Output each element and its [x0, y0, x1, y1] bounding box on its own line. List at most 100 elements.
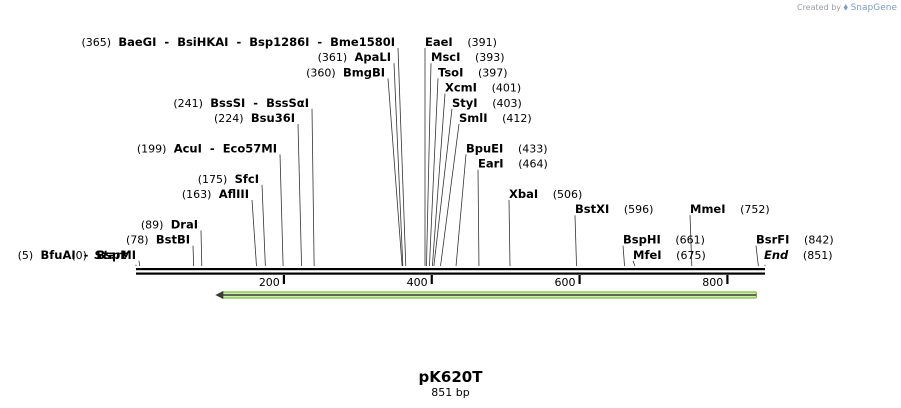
site-position: (175)	[198, 173, 228, 186]
site-position: (851)	[803, 249, 833, 262]
site-line	[138, 260, 141, 267]
credit-brand: SnapGene	[850, 3, 897, 13]
site-name: BmgBI	[343, 65, 385, 79]
site-label: MscI (393)	[431, 50, 505, 64]
site-label: (5) BfuAI - BspMI	[18, 248, 136, 262]
site-label: BsrFI (842)	[756, 233, 834, 247]
site-line	[433, 108, 453, 267]
site-label: End (851)	[764, 248, 833, 262]
site-line	[279, 154, 284, 267]
site-position: (163)	[182, 188, 212, 201]
site-position: (0)	[71, 249, 87, 262]
site-position: (596)	[624, 203, 654, 216]
site-position: (403)	[492, 97, 522, 110]
site-label: TsoI (397)	[438, 65, 508, 79]
site-line	[477, 169, 480, 267]
site-label: XbaI (506)	[509, 187, 582, 201]
site-label: (89) DraI	[141, 217, 198, 231]
site-name: BstXI	[575, 202, 609, 216]
site-name: BspHI	[623, 233, 661, 247]
site-label: (199) AcuI - Eco57MI	[137, 141, 277, 155]
site-name: BstBI	[156, 233, 190, 247]
site-position: (5)	[18, 249, 34, 262]
site-label: (0) Start	[71, 248, 127, 262]
site-name: AcuI - Eco57MI	[174, 141, 277, 155]
site-position: (78)	[126, 234, 149, 247]
site-name: BssSI - BssSαI	[210, 96, 309, 110]
site-line	[192, 245, 195, 267]
site-line	[574, 215, 577, 267]
site-position: (506)	[553, 188, 583, 201]
site-position: (361)	[318, 51, 348, 64]
axis-tick	[430, 275, 433, 284]
feature-layer	[215, 291, 757, 299]
snapgene-logo-icon: ⬧	[843, 2, 849, 13]
site-label: (78) BstBI	[126, 233, 190, 247]
site-label: StyI (403)	[452, 96, 522, 110]
site-label: EaeI (391)	[425, 35, 497, 49]
site-name: Start	[94, 248, 127, 262]
site-name: MmeI	[690, 202, 726, 216]
backbone-bottom-strand	[136, 272, 765, 275]
site-label: MmeI (752)	[690, 202, 770, 216]
credit-prefix: Created by	[796, 3, 841, 12]
site-position: (397)	[478, 66, 508, 79]
axis-tick	[578, 275, 581, 284]
dna-backbone	[136, 268, 765, 275]
site-label: BpuEI (433)	[466, 141, 548, 155]
site-name: EaeI	[425, 35, 453, 49]
site-line	[397, 47, 407, 267]
site-line	[508, 199, 511, 267]
site-position: (224)	[214, 112, 244, 125]
site-position: (360)	[306, 66, 336, 79]
plasmid-name: pK620T	[418, 368, 483, 386]
site-lines	[135, 47, 766, 267]
site-label: SmlI (412)	[459, 111, 532, 125]
site-name: DraI	[171, 217, 198, 231]
site-position: (393)	[475, 51, 505, 64]
site-line	[429, 78, 439, 267]
site-name: StyI	[452, 96, 478, 110]
site-line	[261, 184, 266, 267]
site-position: (675)	[676, 249, 706, 262]
created-by-credit: Created by ⬧ SnapGene	[797, 2, 897, 13]
site-line	[622, 245, 625, 267]
site-line	[755, 245, 759, 267]
site-line	[431, 93, 446, 267]
site-name: BfuAI - BspMI	[41, 248, 137, 262]
site-name: BpuEI	[466, 141, 503, 155]
axis-tick	[726, 275, 729, 284]
site-position: (661)	[675, 234, 705, 247]
site-line	[632, 260, 636, 267]
site-name: BsrFI	[756, 233, 789, 247]
site-label: MfeI (675)	[633, 248, 706, 262]
site-name: TsoI	[438, 65, 463, 79]
site-position: (391)	[467, 36, 497, 49]
site-label: (175) SfcI	[198, 172, 259, 186]
site-line	[200, 230, 203, 267]
site-line	[393, 63, 404, 267]
site-labels: (0) Start(5) BfuAI - BspMI(78) BstBI(89)…	[18, 35, 834, 262]
axis-tick-label: 800	[702, 276, 723, 289]
site-name: BaeGI - BsiHKAI - Bsp1286I - Bme1580I	[118, 35, 395, 49]
site-label: XcmI (401)	[445, 81, 521, 95]
site-position: (752)	[740, 203, 770, 216]
plasmid-length: 851 bp	[431, 386, 470, 399]
site-position: (433)	[518, 142, 548, 155]
site-position: (241)	[173, 97, 203, 110]
axis-tick-label: 400	[407, 276, 428, 289]
backbone-top-strand	[136, 268, 765, 271]
site-label: EarI (464)	[478, 157, 548, 171]
axis-tick-label: 600	[554, 276, 575, 289]
site-line	[689, 215, 693, 267]
feature-arrow-head	[215, 291, 224, 299]
site-label: (224) Bsu36I	[214, 111, 295, 125]
site-name: AflIII	[219, 187, 249, 201]
site-position: (89)	[141, 218, 164, 231]
site-line	[251, 199, 257, 267]
site-name: SfcI	[235, 172, 259, 186]
site-line	[311, 108, 315, 267]
site-label: (365) BaeGI - BsiHKAI - Bsp1286I - Bme15…	[81, 35, 395, 49]
site-label: BspHI (661)	[623, 233, 705, 247]
site-label: (241) BssSI - BssSαI	[173, 96, 309, 110]
